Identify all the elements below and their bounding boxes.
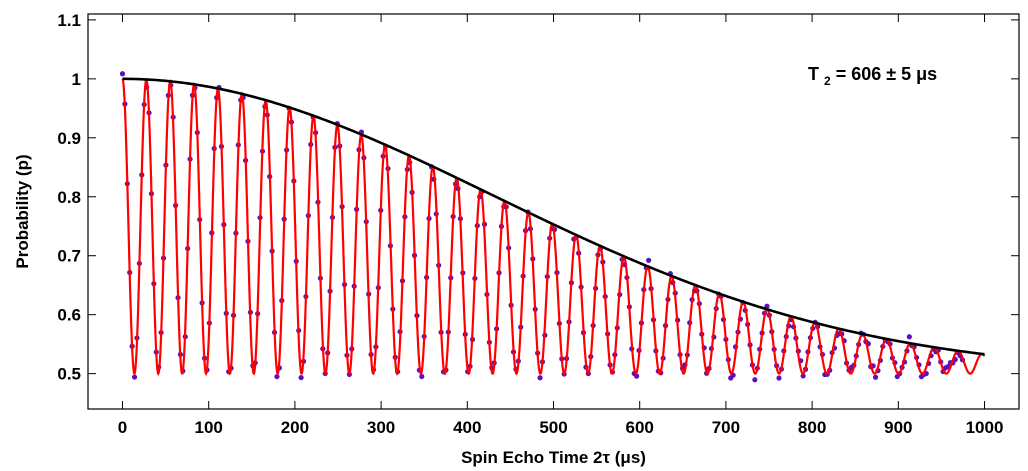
data-point: [131, 374, 138, 380]
data-point: [634, 373, 640, 379]
data-point: [776, 375, 782, 381]
data-point: [298, 374, 304, 381]
x-axis-label: Spin Echo Time 2τ (μs): [461, 448, 646, 467]
y-tick-label: 1: [72, 70, 81, 89]
axes: 0 100 200 300 400 500 600 700 800 900 1000 0.5 0.6 0.…: [57, 11, 1020, 437]
data-point: [537, 375, 543, 381]
x-tick-label: 900: [884, 418, 912, 437]
x-tick-label: 0: [118, 418, 127, 437]
y-tick-label: 0.7: [57, 247, 81, 266]
fit-curve: [121, 78, 986, 377]
plot-area: [119, 71, 986, 383]
x-tick-label: 600: [626, 418, 654, 437]
data-point: [872, 374, 879, 380]
x-tick-label: 200: [281, 418, 309, 437]
t2-annotation-subscript: 2: [824, 74, 831, 88]
t2-annotation-value: = 606 ± 5 μs: [836, 64, 937, 84]
data-point: [752, 377, 758, 383]
x-tick-label: 100: [194, 418, 222, 437]
data-point: [119, 71, 126, 77]
y-tick-label: 0.5: [57, 365, 81, 384]
x-tick-label: 500: [539, 418, 567, 437]
x-tick-label: 300: [367, 418, 395, 437]
y-tick-label: 0.8: [57, 188, 81, 207]
x-tick-label: 800: [798, 418, 826, 437]
t2-annotation-base: T: [808, 64, 819, 84]
x-tick-label: 400: [453, 418, 481, 437]
y-tick-label: 0.6: [57, 306, 81, 325]
data-point: [764, 303, 770, 309]
data-point: [274, 373, 280, 380]
data-point: [906, 334, 912, 340]
axis-labels: Spin Echo Time 2τ (μs) Probability (p) T…: [13, 64, 937, 467]
y-tick-label: 1.1: [57, 11, 81, 30]
envelope-curve: [122, 77, 985, 356]
data-point: [646, 257, 652, 263]
data-point: [419, 373, 425, 380]
t2-annotation: T 2 = 606 ± 5 μs: [808, 64, 937, 89]
data-point: [800, 373, 806, 379]
y-axis-label: Probability (p): [13, 154, 32, 268]
x-tick-label: 1000: [966, 418, 1004, 437]
y-tick-label: 0.9: [57, 129, 81, 148]
x-tick-label: 700: [712, 418, 740, 437]
